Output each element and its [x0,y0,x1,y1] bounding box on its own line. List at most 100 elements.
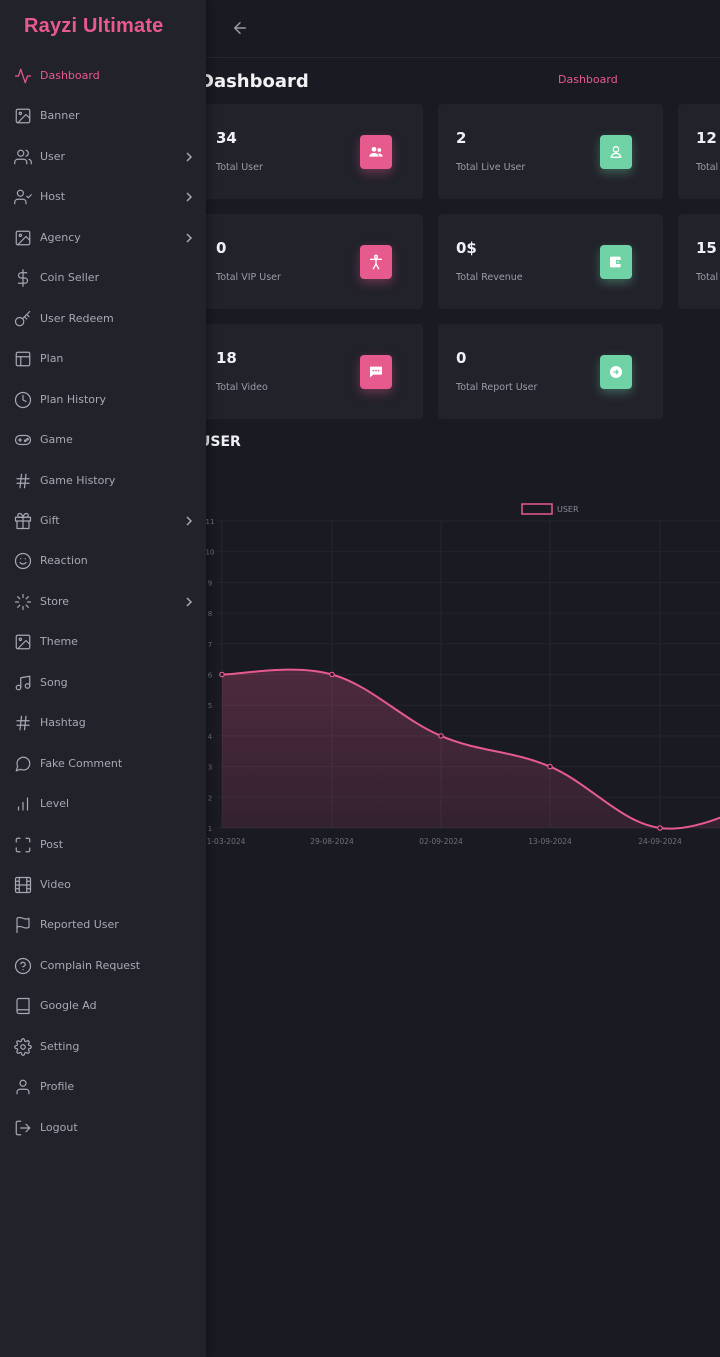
smile-icon [14,552,32,570]
chevron-right-icon [184,151,194,163]
sidebar-item-label: Song [40,675,68,689]
sidebar-item-logout[interactable]: Logout [0,1112,206,1144]
wallet-icon [600,245,632,279]
legend-label: USER [557,505,579,514]
brand-logo[interactable]: Rayzi Ultimate [24,15,164,37]
sidebar-item-song[interactable]: Song [0,667,206,699]
sidebar-item-label: Dashboard [40,69,100,82]
sidebar-item-profile[interactable]: Profile [0,1071,206,1103]
sidebar-item-label: Game [40,433,73,447]
activity-icon [14,67,32,85]
sidebar-item-complain-request[interactable]: Complain Request [0,950,206,982]
x-tick-label: 24-09-2024 [638,837,682,846]
stat-card-total-vip-user: 0 Total VIP User [198,214,423,309]
stat-label: Total User [216,162,263,173]
sidebar-item-label: Theme [40,635,78,649]
sidebar-item-label: Store [40,594,70,608]
stat-label: Total Report User [456,382,538,393]
settings-icon [14,1038,32,1056]
hash-icon [14,714,32,732]
sidebar-item-plan[interactable]: Plan [0,343,206,375]
legend[interactable]: USER [521,503,579,515]
book-icon [14,997,32,1015]
sidebar-item-label: Gift [40,513,60,527]
stat-value: 0$ [456,239,477,257]
data-point[interactable] [329,671,335,678]
sidebar-item-fake-comment[interactable]: Fake Comment [0,748,206,780]
sidebar-item-gift[interactable]: Gift [0,505,206,537]
sidebar-item-plan-history[interactable]: Plan History [0,384,206,416]
sidebar-item-theme[interactable]: Theme [0,626,206,658]
sidebar-item-hashtag[interactable]: Hashtag [0,707,206,739]
sidebar-item-user-redeem[interactable]: User Redeem [0,303,206,335]
sidebar-item-reported-user[interactable]: Reported User [0,909,206,941]
sidebar-item-user[interactable]: User [0,141,206,173]
stat-card-total-revenue: 0$ Total Revenue [438,214,663,309]
sidebar-item-label: Post [40,837,64,851]
message-square-icon [360,355,392,389]
image-icon [14,107,32,125]
user-icon [14,1078,32,1096]
users-icon [360,135,392,169]
stat-label: Total [696,272,719,283]
x-tick-label: 1-03-2024 [207,837,246,846]
message-circle-icon [14,755,32,773]
stat-value: 18 [216,349,237,367]
sidebar-item-agency[interactable]: Agency [0,222,206,254]
y-tick-label: 3 [208,764,212,772]
sidebar-item-level[interactable]: Level [0,788,206,820]
sidebar-item-label: Complain Request [40,958,141,972]
stat-value: 12 [696,129,717,147]
image-icon [14,229,32,247]
data-point[interactable] [547,763,553,770]
sidebar-item-label: Game History [40,473,116,487]
music-icon [14,674,32,692]
y-tick-label: 6 [208,672,213,680]
key-icon [14,310,32,328]
stat-label: Total VIP User [216,272,281,283]
sidebar-item-label: Host [40,190,66,204]
layout-icon [14,350,32,368]
sidebar-item-label: Plan [40,352,64,366]
sidebar-item-post[interactable]: Post [0,829,206,861]
arrow-left-icon[interactable] [231,19,249,37]
chevron-right-icon [184,596,194,608]
stat-label: Total Revenue [456,272,523,283]
sidebar-item-video[interactable]: Video [0,869,206,901]
loader-icon [14,593,32,611]
stat-value: 0 [456,349,467,367]
sidebar-item-game-history[interactable]: Game History [0,465,206,497]
series-line [221,668,720,830]
sidebar-item-store[interactable]: Store [0,586,206,618]
sidebar-item-dashboard[interactable]: Dashboard [0,60,206,92]
stat-label: Total [696,162,719,173]
data-point[interactable] [657,825,663,831]
y-tick-label: 4 [208,733,213,741]
sidebar-item-banner[interactable]: Banner [0,100,206,132]
stat-label: Total Video [216,382,268,393]
breadcrumb[interactable]: Dashboard [558,73,618,86]
sidebar-item-setting[interactable]: Setting [0,1031,206,1063]
sidebar-item-label: Agency [40,230,81,244]
data-point[interactable] [219,671,225,678]
x-tick-label: 29-08-2024 [310,837,354,846]
y-tick-label: 11 [206,518,215,526]
stat-card-total-video: 18 Total Video [198,324,423,419]
sidebar-item-label: Banner [40,109,80,123]
sidebar-item-reaction[interactable]: Reaction [0,545,206,577]
stat-card-partial: 12 Total [678,104,720,199]
sidebar-item-game[interactable]: Game [0,424,206,456]
stat-value: 34 [216,129,237,147]
sidebar-item-host[interactable]: Host [0,181,206,213]
data-point[interactable] [438,733,444,739]
sidebar-item-google-ad[interactable]: Google Ad [0,990,206,1022]
stat-card-total-live-user: 2 Total Live User [438,104,663,199]
sidebar-item-label: Logout [40,1120,78,1134]
gamepad-icon [14,431,32,449]
maximize-icon [14,836,32,854]
sidebar-item-coin-seller[interactable]: Coin Seller [0,262,206,294]
clock-icon [14,391,32,409]
x-tick-label: 02-09-2024 [419,837,463,846]
y-tick-label: 2 [208,794,212,802]
sidebar-item-label: Profile [40,1080,75,1094]
